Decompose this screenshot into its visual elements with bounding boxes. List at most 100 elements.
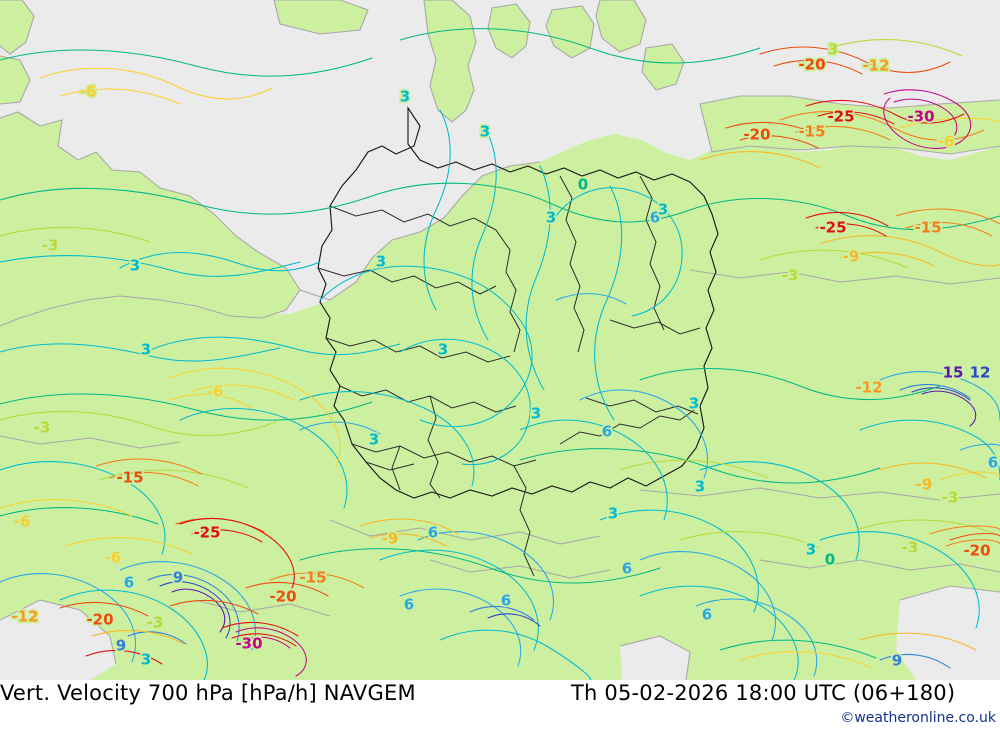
contour-label: 0 bbox=[578, 176, 588, 194]
map-footer: Vert. Velocity 700 hPa [hPa/h] NAVGEM Th… bbox=[0, 680, 1000, 733]
contour-label: -15 bbox=[914, 219, 941, 237]
product-title: Vert. Velocity 700 hPa [hPa/h] NAVGEM bbox=[0, 681, 416, 705]
contour-label-halo: 9 bbox=[116, 637, 126, 655]
contour-label: -15 bbox=[798, 123, 825, 141]
contour-label-halo: 3 bbox=[369, 431, 379, 449]
contour-label-halo: 6 bbox=[501, 592, 511, 610]
contour-label: 6 bbox=[428, 524, 438, 542]
contour-label-halo: -15 bbox=[116, 469, 143, 487]
contour-label: -30 bbox=[235, 635, 262, 653]
contour-label: 3 bbox=[531, 405, 541, 423]
contour-label-halo: -3 bbox=[942, 489, 959, 507]
contour-label: -20 bbox=[743, 126, 770, 144]
contour-label: -15 bbox=[116, 469, 143, 487]
contour-label-halo: 3 bbox=[141, 651, 151, 669]
contour-label-halo: -12 bbox=[11, 608, 38, 626]
contour-label: -3 bbox=[942, 489, 959, 507]
contour-label-halo: -15 bbox=[798, 123, 825, 141]
contour-label: 9 bbox=[173, 569, 183, 587]
contour-label-halo: -3 bbox=[34, 419, 51, 437]
contour-label-halo: -20 bbox=[86, 611, 113, 629]
contour-label-halo: -15 bbox=[914, 219, 941, 237]
contour-label-halo: -30 bbox=[907, 108, 934, 126]
contour-label-halo: 6 bbox=[702, 606, 712, 624]
contour-label-halo: -20 bbox=[269, 588, 296, 606]
contour-label-halo: -9 bbox=[843, 248, 860, 266]
contour-label-halo: -3 bbox=[902, 539, 919, 557]
contour-label-halo: -6 bbox=[105, 549, 122, 567]
contour-label: 3 bbox=[376, 253, 386, 271]
contour-label-halo: -30 bbox=[235, 635, 262, 653]
contour-label: 6 bbox=[702, 606, 712, 624]
contour-label-halo: -25 bbox=[827, 108, 854, 126]
contour-label-halo: 6 bbox=[404, 596, 414, 614]
valid-time-stamp: Th 05-02-2026 18:00 UTC (06+180) bbox=[571, 681, 956, 705]
contour-label-halo: -6 bbox=[207, 383, 224, 401]
contour-label: -6 bbox=[207, 383, 224, 401]
contour-label-halo: 6 bbox=[428, 524, 438, 542]
contour-label: 0 bbox=[825, 551, 835, 569]
contour-label: -25 bbox=[827, 108, 854, 126]
contours-positive bbox=[0, 28, 1000, 680]
contour-label: -9 bbox=[382, 530, 399, 548]
contour-label-halo: 6 bbox=[124, 574, 134, 592]
contour-label-halo: 3 bbox=[130, 257, 140, 275]
contour-label: -6 bbox=[14, 513, 31, 531]
contour-label-halo: 3 bbox=[695, 478, 705, 496]
alpine-area bbox=[0, 600, 116, 680]
contour-label-halo: 6 bbox=[650, 209, 660, 227]
contour-label-halo: -12 bbox=[862, 57, 889, 75]
contour-label: -3 bbox=[42, 237, 59, 255]
contour-label: 3 bbox=[695, 478, 705, 496]
contour-label-halo: -3 bbox=[42, 237, 59, 255]
contour-label: -20 bbox=[963, 542, 990, 560]
contour-label: -20 bbox=[269, 588, 296, 606]
contour-label: 6 bbox=[650, 209, 660, 227]
contour-label: 3 bbox=[369, 431, 379, 449]
contour-label-halo: 9 bbox=[892, 652, 902, 670]
contour-label-halo: -25 bbox=[193, 524, 220, 542]
contour-label: -25 bbox=[819, 219, 846, 237]
copyright-notice: ©weatheronline.co.uk bbox=[840, 710, 996, 726]
contour-label-halo: 15 bbox=[943, 364, 964, 382]
contour-label-halo: 3 bbox=[806, 541, 816, 559]
contour-label: -15 bbox=[299, 569, 326, 587]
contour-label-halo: -20 bbox=[963, 542, 990, 560]
contour-label: -3 bbox=[902, 539, 919, 557]
contour-label: -6 bbox=[105, 549, 122, 567]
contour-label-halo: 6 bbox=[988, 454, 998, 472]
contour-label-halo: 3 bbox=[438, 341, 448, 359]
contour-label-halo: 0 bbox=[578, 176, 588, 194]
contour-label: -3 bbox=[782, 267, 799, 285]
contour-label: 3 bbox=[828, 41, 838, 59]
contour-label-halo: 3 bbox=[400, 88, 410, 106]
contour-label: 6 bbox=[602, 423, 612, 441]
contour-label-halo: 3 bbox=[828, 41, 838, 59]
contour-label-halo: 0 bbox=[825, 551, 835, 569]
contour-label: -9 bbox=[843, 248, 860, 266]
contour-label: -9 bbox=[916, 476, 933, 494]
contour-label-halo: 3 bbox=[141, 341, 151, 359]
contour-label: 3 bbox=[608, 505, 618, 523]
contour-label: -6 bbox=[80, 83, 97, 101]
contour-label-halo: -9 bbox=[916, 476, 933, 494]
contour-label-halo: -3 bbox=[147, 614, 164, 632]
contour-map-svg: -6-6-3-33333-3-3-6-6-15-15-6-6-25-25-6-6… bbox=[0, 0, 1000, 680]
contour-label: 3 bbox=[546, 209, 556, 227]
contour-label-halo: -3 bbox=[782, 267, 799, 285]
contour-label: 3 bbox=[438, 341, 448, 359]
contour-label: 12 bbox=[970, 364, 991, 382]
contour-label-halo: 3 bbox=[531, 405, 541, 423]
contour-label: 6 bbox=[988, 454, 998, 472]
contour-label: 9 bbox=[892, 652, 902, 670]
contour-label-halo: 3 bbox=[689, 395, 699, 413]
contour-label-halo: 9 bbox=[173, 569, 183, 587]
coastline-group bbox=[0, 0, 1000, 680]
weather-map-canvas[interactable]: -6 -6 -3 -3 3 3 3 3 -3 -3 -6 -6 -15 -15 -6 -6 -25 -25 -6 -6… bbox=[0, 0, 1000, 680]
contour-label: 3 bbox=[689, 395, 699, 413]
contour-label: 6 bbox=[124, 574, 134, 592]
contour-label: 3 bbox=[130, 257, 140, 275]
contour-label: 3 bbox=[141, 651, 151, 669]
contour-label: -12 bbox=[11, 608, 38, 626]
